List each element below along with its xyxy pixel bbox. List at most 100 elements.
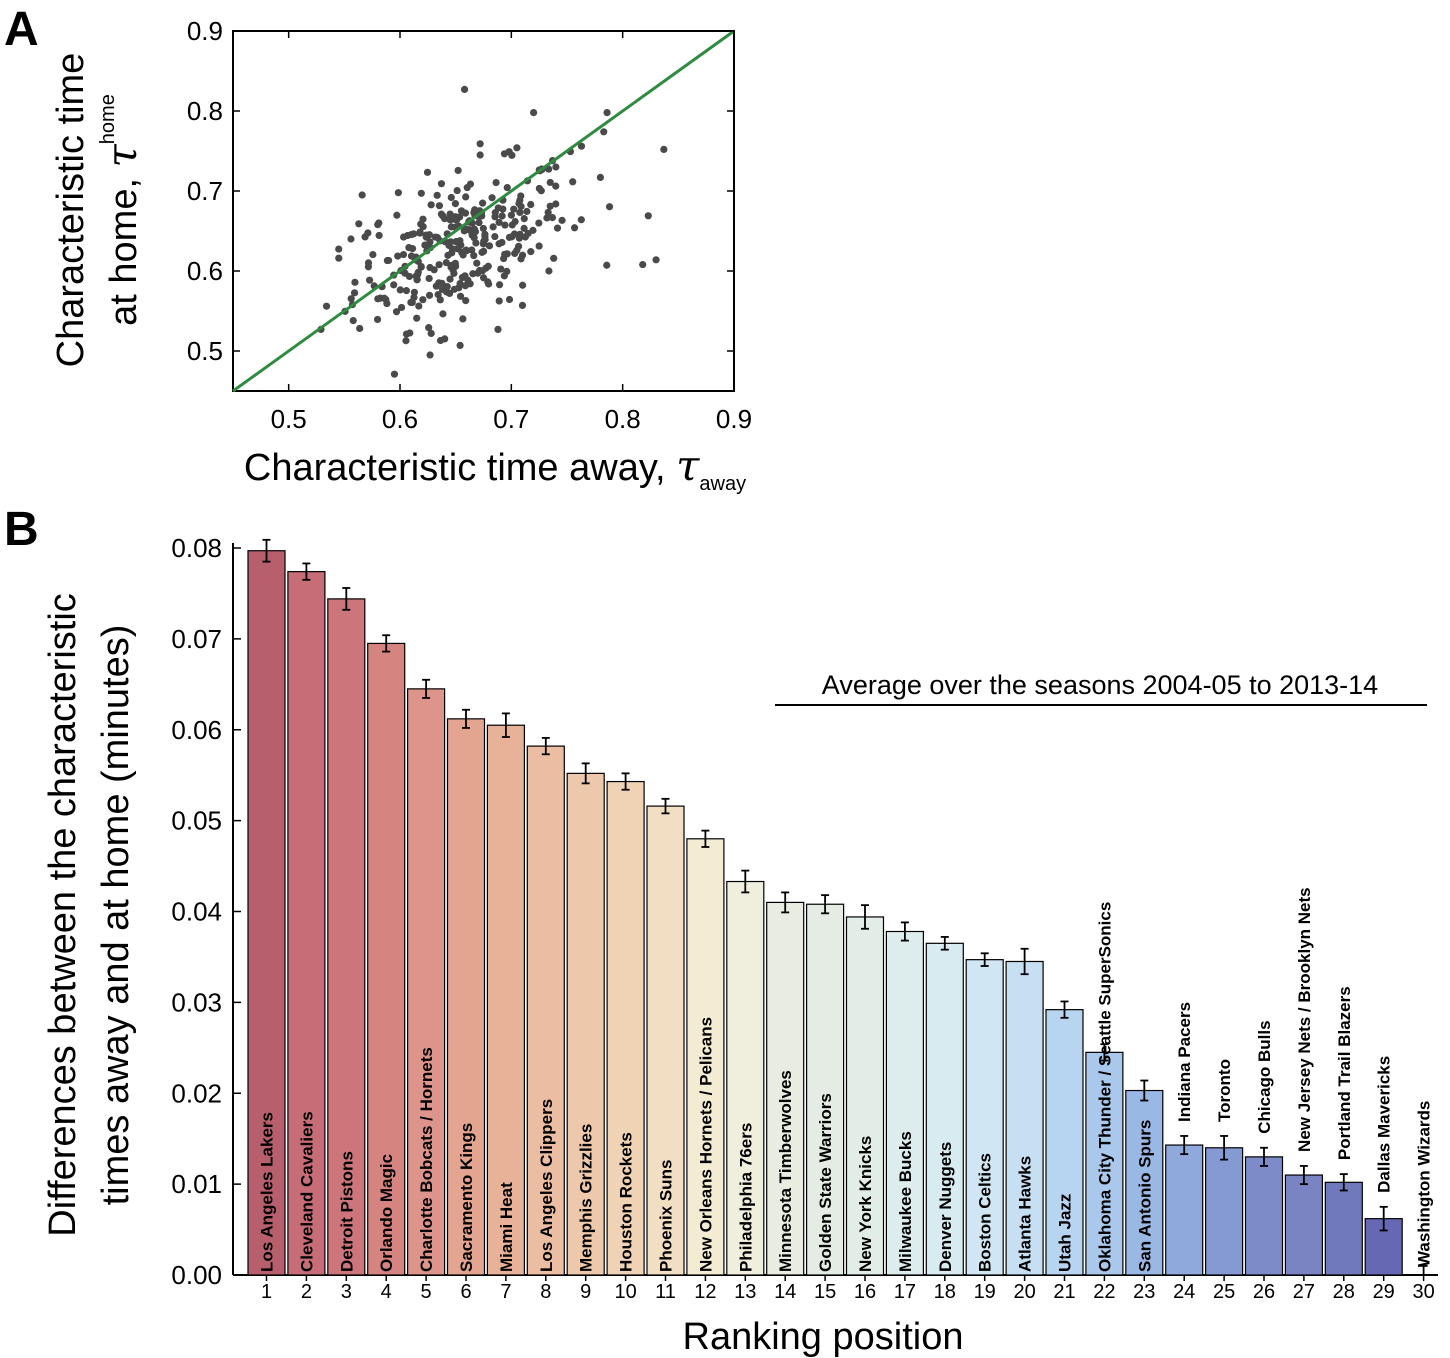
- scatter-point: [495, 281, 504, 289]
- scatter-point: [397, 303, 406, 312]
- scatter-point: [433, 191, 441, 199]
- scatter-point: [603, 109, 611, 117]
- x-tick-label: 28: [1333, 1281, 1355, 1303]
- scatter-point: [474, 269, 482, 277]
- team-label: Sacramento Kings: [457, 1123, 476, 1272]
- scatter-point: [427, 201, 435, 209]
- bar: [1045, 1009, 1084, 1276]
- team-label: Oklahoma City Thunder / Seattle SuperSon…: [1095, 902, 1114, 1272]
- scatter-point: [438, 279, 446, 287]
- x-tick-label: 8: [540, 1281, 551, 1303]
- scatter-point: [660, 145, 668, 153]
- scatter-point: [435, 261, 443, 269]
- scatter-point: [444, 251, 452, 259]
- x-tick-label: 23: [1133, 1281, 1155, 1303]
- bar: [965, 959, 1004, 1276]
- team-label: Portland Trail Blazers: [1335, 986, 1354, 1160]
- bar: [1324, 1181, 1363, 1276]
- x-tick-label: 16: [854, 1281, 876, 1303]
- scatter-point: [492, 178, 500, 187]
- scatter-point: [394, 252, 402, 260]
- scatter-point: [415, 302, 423, 310]
- team-label: New Jersey Nets / Brooklyn Nets: [1295, 887, 1314, 1152]
- x-tick-label: 14: [774, 1281, 796, 1303]
- x-tick-label: 30: [1412, 1281, 1434, 1303]
- scatter-point: [491, 213, 499, 221]
- bar: [1204, 1147, 1244, 1276]
- x-tick-label: 11: [655, 1281, 676, 1303]
- scatter-point: [417, 262, 425, 271]
- scatter-point: [472, 239, 480, 247]
- scatter-point: [349, 317, 357, 325]
- scatter-point: [417, 189, 425, 197]
- bar: [805, 903, 845, 1276]
- x-tick-label: 4: [381, 1281, 392, 1303]
- scatter-point: [414, 270, 422, 279]
- scatter-point: [364, 229, 372, 237]
- scatter-point: [548, 214, 557, 222]
- scatter-point: [456, 341, 464, 349]
- scatter-point: [450, 269, 458, 277]
- y-tick-label: 0.5: [187, 336, 223, 366]
- scatter-point: [443, 282, 451, 291]
- x-axis-label: Characteristic time away, τaway: [244, 441, 746, 495]
- scatter-point: [495, 297, 503, 305]
- x-tick-label: 12: [694, 1281, 716, 1303]
- scatter-point: [596, 173, 605, 181]
- x-tick-label: 27: [1293, 1281, 1315, 1303]
- scatter-point: [491, 232, 499, 241]
- x-axis-ticks: 0.5 0.6 0.7 0.8 0.9: [271, 31, 752, 434]
- scatter-point: [510, 230, 519, 238]
- bar: [1364, 1218, 1403, 1276]
- scatter-point: [365, 276, 374, 284]
- scatter-point: [402, 287, 411, 295]
- x-tick-label: 26: [1253, 1281, 1275, 1303]
- scatter-point: [446, 216, 454, 224]
- scatter-point: [515, 199, 523, 208]
- scatter-point: [479, 199, 487, 207]
- scatter-point: [419, 215, 427, 223]
- team-label: Washington Wizards: [1415, 1101, 1434, 1267]
- team-label: Golden State Warriors: [816, 1093, 835, 1272]
- scatter-point: [476, 140, 484, 148]
- y-axis-label-line2: times away and at home (minutes): [95, 625, 137, 1206]
- x-tick-label: 25: [1213, 1281, 1235, 1303]
- scatter-point: [335, 254, 343, 262]
- scatter-point: [484, 262, 492, 270]
- scatter-point: [375, 231, 383, 240]
- scatter-point: [511, 217, 519, 226]
- scatter-point: [462, 297, 470, 305]
- x-tick-label: 17: [894, 1281, 916, 1303]
- scatter-point: [405, 243, 413, 252]
- scatter-point: [369, 250, 377, 259]
- scatter-point: [452, 238, 460, 246]
- scatter-point: [652, 256, 660, 264]
- scatter-point: [447, 193, 455, 202]
- scatter-point: [550, 254, 558, 262]
- bar: [1244, 1156, 1284, 1276]
- scatter-point: [503, 267, 511, 275]
- scatter-point: [358, 191, 366, 199]
- scatter-point: [375, 219, 383, 227]
- scatter-point: [436, 336, 445, 345]
- x-tick-label: 19: [974, 1281, 996, 1303]
- scatter-point: [413, 314, 421, 322]
- x-tick-label: 24: [1173, 1281, 1195, 1303]
- scatter-point: [569, 178, 577, 186]
- y-tick-label: 0.07: [171, 624, 222, 654]
- panel-a: A 0.5 0.6 0.7 0.8 0.9 0.5 0.6 0.7 0.8 0.9 Charac…: [4, 3, 752, 495]
- x-tick-label: 1: [261, 1281, 272, 1303]
- scatter-point: [392, 308, 401, 316]
- scatter-point: [408, 298, 416, 307]
- scatter-point: [519, 281, 527, 289]
- scatter-point: [322, 302, 331, 310]
- scatter-point: [501, 221, 509, 229]
- scatter-point: [513, 144, 521, 152]
- scatter-point: [507, 211, 516, 219]
- scatter-point: [500, 254, 508, 263]
- scatter-point: [405, 272, 414, 281]
- scatter-point: [520, 224, 528, 232]
- team-label: Atlanta Hawks: [1016, 1156, 1035, 1272]
- scatter-point: [520, 214, 528, 223]
- scatter-point: [499, 205, 507, 213]
